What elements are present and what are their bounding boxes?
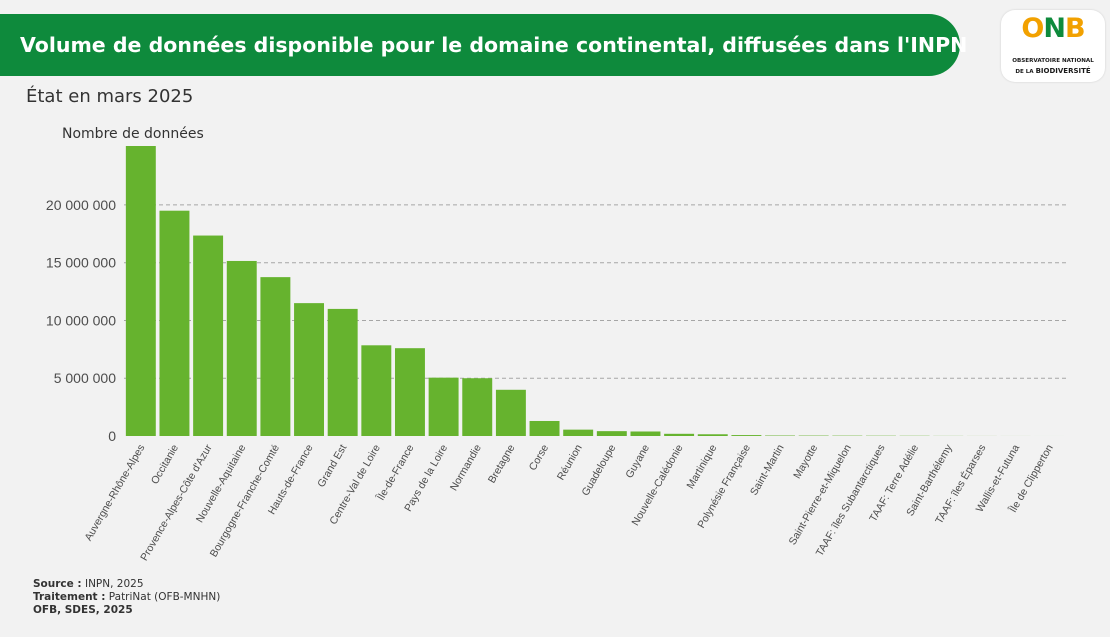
logo-letter: O — [1021, 13, 1044, 44]
y-tick-label: 0 — [108, 428, 116, 444]
bar — [596, 431, 627, 436]
x-tick-label: Réunion — [555, 442, 585, 482]
y-tick-label: 10 000 000 — [46, 312, 116, 328]
x-tick-label: Saint-Pierre-et-Miquelon — [787, 442, 854, 547]
bar — [361, 345, 392, 436]
x-tick-label: Occitanie — [149, 442, 181, 486]
logo-line-2: DE LA BIODIVERSITÉ — [1001, 67, 1105, 75]
x-tick-label: Auvergne-Rhône-Alpes — [82, 443, 147, 544]
bar — [159, 210, 190, 436]
bar — [294, 303, 325, 436]
bar — [260, 277, 291, 436]
bar — [428, 377, 459, 436]
y-tick-label: 15 000 000 — [46, 255, 116, 271]
treatment-line: Traitement : PatriNat (OFB-MNHN) — [33, 591, 220, 604]
credit-line: OFB, SDES, 2025 — [33, 604, 133, 616]
bar — [193, 235, 224, 436]
logo-line-2-prefix: DE LA — [1015, 69, 1036, 75]
bar — [664, 433, 695, 436]
x-tick-label: Martinique — [684, 442, 719, 491]
x-tick-label: Guadeloupe — [579, 442, 618, 498]
x-tick-label: Normandie — [448, 442, 484, 493]
y-tick-label: 5 000 000 — [54, 370, 116, 386]
logo-letter: N — [1043, 13, 1066, 44]
x-tick-label: Bretagne — [486, 442, 518, 485]
logo-line-1: OBSERVATOIRE NATIONAL — [1012, 58, 1094, 64]
source-value: INPN, 2025 — [81, 578, 144, 590]
y-tick-labels: 0 5 000 000 10 000 000 15 000 000 20 000 000 — [46, 197, 116, 444]
logo-mark-text: ONB — [1021, 13, 1086, 44]
bar — [125, 146, 156, 436]
footer: Source : INPN, 2025 Traitement : PatriNa… — [33, 578, 220, 617]
treatment-value: PatriNat (OFB-MNHN) — [105, 591, 221, 603]
source-line: Source : INPN, 2025 — [33, 578, 220, 591]
bar — [462, 378, 493, 436]
x-tick-label: Saint-Martin — [748, 442, 787, 497]
x-tick-label: Guyane — [623, 442, 652, 480]
onb-logo: ONB OBSERVATOIRE NATIONAL DE LA BIODIVER… — [1001, 10, 1105, 82]
bar — [731, 435, 762, 436]
bar — [394, 348, 425, 436]
subtitle: État en mars 2025 — [26, 86, 194, 107]
bar — [495, 389, 526, 436]
bar — [327, 308, 358, 436]
logo-letter: B — [1064, 13, 1086, 44]
logo-line-2-bold: BIODIVERSITÉ — [1035, 67, 1091, 75]
x-tick-label: Grand Est — [315, 442, 349, 489]
x-tick-labels: Auvergne-Rhône-Alpes OccitanieProvence-Al… — [82, 442, 1055, 563]
x-tick-label: Corse — [527, 442, 551, 472]
treatment-label: Traitement : — [33, 591, 106, 603]
bars — [125, 146, 1065, 436]
bar — [226, 260, 257, 436]
bar — [563, 429, 594, 436]
source-label: Source : — [33, 578, 82, 590]
bar — [630, 431, 661, 436]
bar — [697, 434, 728, 436]
x-tick-label: Mayotte — [791, 442, 820, 480]
title-banner: Volume de données disponible pour le dom… — [0, 14, 967, 76]
chart-title: Volume de données disponible pour le dom… — [20, 33, 968, 57]
y-axis-label: Nombre de données — [62, 126, 204, 142]
y-tick-label: 20 000 000 — [46, 197, 116, 213]
bar — [529, 420, 560, 436]
onb-logo-mark: ONB — [1001, 13, 1105, 44]
